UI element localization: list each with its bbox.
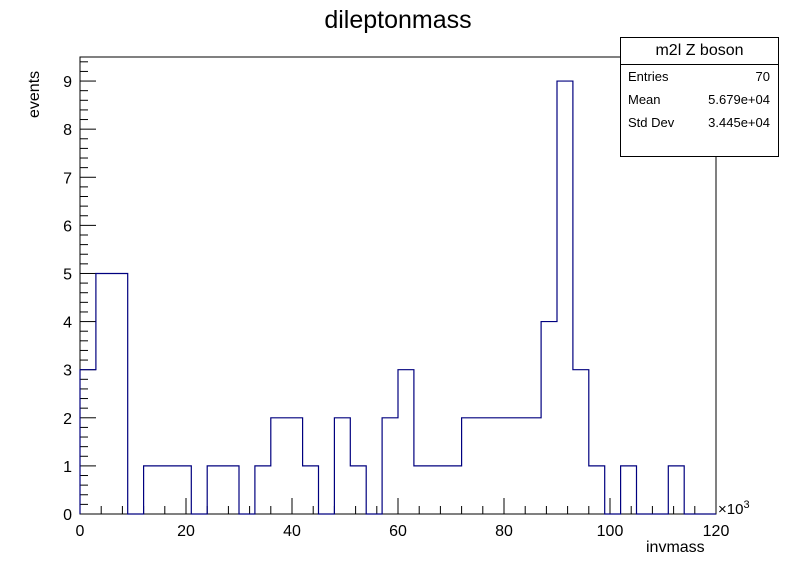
multiplier-base: ×10: [718, 501, 744, 518]
histogram-bar: [223, 466, 239, 514]
histogram-bar: [621, 466, 637, 514]
x-tick-label: 120: [703, 523, 730, 540]
histogram-bar: [334, 418, 350, 514]
histogram-bar: [287, 418, 303, 514]
x-tick-label: 60: [389, 523, 407, 540]
histogram-outline: [79, 80, 716, 515]
histogram-bar: [112, 273, 128, 514]
histogram-bar: [271, 418, 287, 514]
x-axis-label: invmass: [646, 539, 705, 556]
stats-label: Std Dev: [628, 115, 675, 130]
y-tick-label: 2: [63, 411, 72, 428]
histogram-bar: [589, 466, 605, 514]
y-tick-label: 3: [63, 363, 72, 380]
histogram-bar: [175, 466, 191, 514]
histogram-bar: [525, 418, 541, 514]
histogram-bar: [462, 418, 478, 514]
x-tick-label: 100: [597, 523, 624, 540]
axis-ticks: 0 1 2 3 4 5 6 7 8 9 0 20 40 60 80 100 120: [63, 61, 730, 540]
x-tick-label: 0: [76, 523, 85, 540]
stats-row-entries: Entries 70: [621, 65, 778, 88]
histogram-bar: [96, 273, 112, 514]
x-tick-label: 20: [177, 523, 195, 540]
stats-box: m2l Z boson Entries 70 Mean 5.679e+04 St…: [620, 37, 779, 157]
stats-title: m2l Z boson: [621, 38, 778, 65]
histogram-bar: [557, 81, 573, 514]
histogram-bar: [509, 418, 525, 514]
histogram-bar: [382, 418, 398, 514]
histogram-bar: [80, 370, 96, 514]
y-tick-label: 9: [63, 74, 72, 91]
y-tick-label: 1: [63, 459, 72, 476]
y-tick-label: 5: [63, 266, 72, 283]
x-tick-label: 80: [495, 523, 513, 540]
stats-row-stddev: Std Dev 3.445e+04: [621, 111, 778, 134]
y-tick-label: 4: [63, 315, 72, 332]
histogram-bar: [446, 466, 462, 514]
histogram-bar: [414, 466, 430, 514]
y-tick-label: 7: [63, 170, 72, 187]
histogram-bar: [255, 466, 271, 514]
y-tick-label: 0: [63, 507, 72, 524]
histogram-bar: [430, 466, 446, 514]
stats-value: 5.679e+04: [708, 92, 770, 107]
histogram-bar: [668, 466, 684, 514]
stats-label: Entries: [628, 69, 669, 84]
x-tick-label: 40: [283, 523, 301, 540]
stats-label: Mean: [628, 92, 661, 107]
multiplier-exponent: 3: [743, 499, 750, 511]
histogram-bar: [573, 370, 589, 514]
stats-value: 3.445e+04: [708, 115, 770, 130]
stats-value: 70: [755, 69, 770, 84]
histogram-bar: [160, 466, 176, 514]
histogram-bar: [144, 466, 160, 514]
x-axis-multiplier: ×103: [718, 499, 750, 518]
histogram-bar: [303, 466, 319, 514]
histogram-bar: [493, 418, 509, 514]
histogram-bar: [478, 418, 494, 514]
histogram-bar: [350, 466, 366, 514]
stats-row-mean: Mean 5.679e+04: [621, 88, 778, 111]
chart-title: dileptonmass: [324, 6, 472, 34]
y-axis-label: events: [26, 70, 43, 118]
histogram-bar: [207, 466, 223, 514]
histogram-bar: [541, 322, 557, 514]
y-tick-label: 8: [63, 122, 72, 139]
histogram-bar: [398, 370, 414, 514]
y-tick-label: 6: [63, 218, 72, 235]
